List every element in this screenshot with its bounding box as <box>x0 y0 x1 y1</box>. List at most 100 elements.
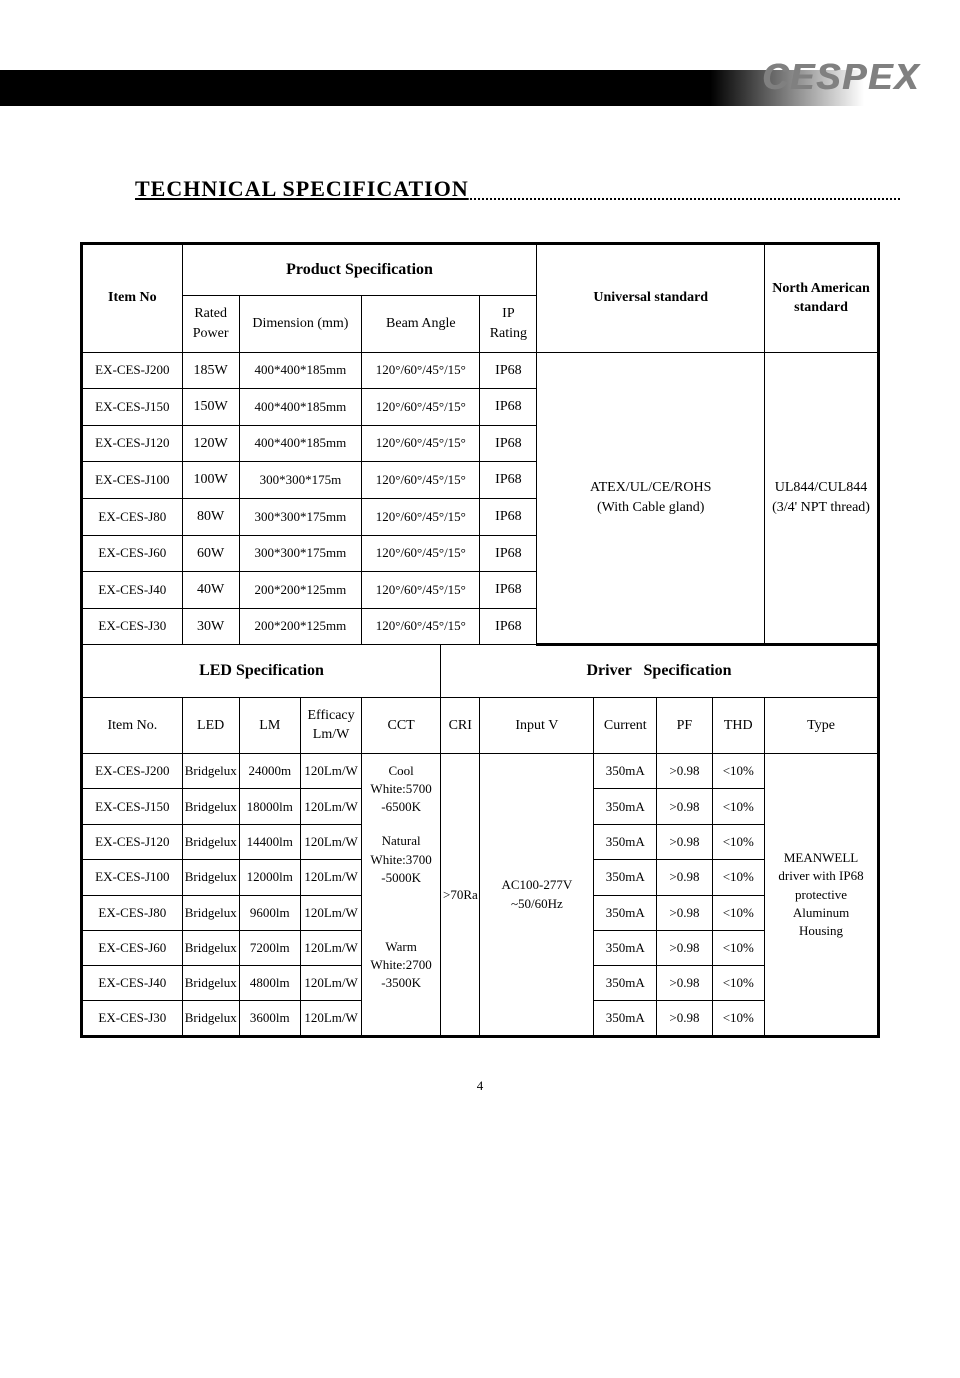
cell-lm: 18000lm <box>239 789 300 825</box>
cell-cri: >70Ra <box>441 753 480 1036</box>
cell-led: Bridgelux <box>182 860 239 895</box>
cell-universal: ATEX/UL/CE/ROHS (With Cable gland) <box>537 352 765 645</box>
hdr2-eff-l1: Efficacy <box>307 708 354 723</box>
cct-l3: -6500K <box>381 799 421 814</box>
cell-eff: 120Lm/W <box>300 860 361 895</box>
hdr-product-spec: Product Specification <box>182 244 537 296</box>
iv-l2: ~50/60Hz <box>511 896 563 911</box>
cell-lm: 12000lm <box>239 860 300 895</box>
type-l5: Housing <box>799 923 843 938</box>
cct-l1: Warm <box>385 939 416 954</box>
logo: CESPEX <box>762 56 920 98</box>
cell-universal-l2: (With Cable gland) <box>597 500 705 515</box>
cct-l3: -5000K <box>381 870 421 885</box>
table-row: EX-CES-J150 <box>82 789 183 825</box>
cell-lm: 9600lm <box>239 895 300 930</box>
cct-l1: Cool <box>388 763 413 778</box>
cell-beam: 120°/60°/45°/15° <box>362 608 480 645</box>
cell-power: 80W <box>182 498 239 535</box>
hdr-beam-angle: Beam Angle <box>362 296 480 352</box>
table-row: EX-CES-J100 <box>82 462 183 499</box>
cell-thd: <10% <box>712 930 765 965</box>
cell-pf: >0.98 <box>657 930 712 965</box>
cell-led: Bridgelux <box>182 895 239 930</box>
cell-ip: IP68 <box>480 608 537 645</box>
hdr2-type: Type <box>765 697 879 753</box>
hdr2-current: Current <box>594 697 657 753</box>
cell-ip: IP68 <box>480 535 537 572</box>
cct-l2: White:2700 <box>370 957 431 972</box>
cell-beam: 120°/60°/45°/15° <box>362 535 480 572</box>
cell-power: 150W <box>182 389 239 426</box>
cell-current: 350mA <box>594 824 657 859</box>
cell-eff: 120Lm/W <box>300 1001 361 1037</box>
cell-dim: 200*200*125mm <box>239 608 362 645</box>
section-title-text: TECHNICAL SPECIFICATION <box>135 176 469 201</box>
cell-current: 350mA <box>594 753 657 789</box>
cct-l1: Natural <box>382 833 421 848</box>
cell-na-l2: (3/4' NPT thread) <box>772 500 870 515</box>
cell-eff: 120Lm/W <box>300 753 361 789</box>
hdr-na-standard: North American standard <box>765 244 879 353</box>
hdr-item-no: Item No <box>82 244 183 353</box>
hdr2-cri: CRI <box>441 697 480 753</box>
cell-power: 120W <box>182 425 239 462</box>
cell-lm: 24000m <box>239 753 300 789</box>
cell-pf: >0.98 <box>657 753 712 789</box>
section-title: TECHNICAL SPECIFICATION <box>135 176 960 202</box>
cell-type: MEANWELL driver with IP68 protective Alu… <box>765 753 879 1036</box>
cell-power: 100W <box>182 462 239 499</box>
cell-ip: IP68 <box>480 462 537 499</box>
cell-beam: 120°/60°/45°/15° <box>362 572 480 609</box>
hdr2-led: LED <box>182 697 239 753</box>
cell-lm: 14400lm <box>239 824 300 859</box>
cell-lm: 4800lm <box>239 965 300 1000</box>
hdr-ip-rating: IP Rating <box>480 296 537 352</box>
cell-beam: 120°/60°/45°/15° <box>362 462 480 499</box>
cell-beam: 120°/60°/45°/15° <box>362 498 480 535</box>
cell-dim: 400*400*185mm <box>239 425 362 462</box>
cell-dim: 300*300*175mm <box>239 535 362 572</box>
cell-dim: 300*300*175mm <box>239 498 362 535</box>
cell-dim: 400*400*185mm <box>239 389 362 426</box>
cell-lm: 7200lm <box>239 930 300 965</box>
table-row: EX-CES-J30 <box>82 608 183 645</box>
table-row: EX-CES-J200 <box>82 753 183 789</box>
cell-led: Bridgelux <box>182 824 239 859</box>
cell-ip: IP68 <box>480 425 537 462</box>
cell-eff: 120Lm/W <box>300 824 361 859</box>
cell-eff: 120Lm/W <box>300 930 361 965</box>
table-row: EX-CES-J120 <box>82 425 183 462</box>
cell-thd: <10% <box>712 789 765 825</box>
table-row: EX-CES-J30 <box>82 1001 183 1037</box>
cell-eff: 120Lm/W <box>300 895 361 930</box>
table-row: EX-CES-J120 <box>82 824 183 859</box>
page-number: 4 <box>0 1078 960 1094</box>
table-row: EX-CES-J40 <box>82 965 183 1000</box>
cell-ip: IP68 <box>480 572 537 609</box>
cell-thd: <10% <box>712 860 765 895</box>
table-row: EX-CES-J80 <box>82 895 183 930</box>
cell-led: Bridgelux <box>182 930 239 965</box>
cell-current: 350mA <box>594 1001 657 1037</box>
cell-dim: 300*300*175m <box>239 462 362 499</box>
cell-power: 185W <box>182 352 239 389</box>
cell-ip: IP68 <box>480 352 537 389</box>
cell-current: 350mA <box>594 895 657 930</box>
cell-na: UL844/CUL844 (3/4' NPT thread) <box>765 352 879 645</box>
hdr2-eff-l2: Lm/W <box>313 727 350 742</box>
table-row: EX-CES-J60 <box>82 535 183 572</box>
cell-power: 40W <box>182 572 239 609</box>
cell-pf: >0.98 <box>657 860 712 895</box>
cct-l2: White:3700 <box>370 852 431 867</box>
cell-dim: 200*200*125mm <box>239 572 362 609</box>
hdr2-cct: CCT <box>362 697 441 753</box>
hdr2-efficacy: Efficacy Lm/W <box>300 697 361 753</box>
cell-cct-warm: Warm White:2700 -3500K <box>362 895 441 1037</box>
cell-ip: IP68 <box>480 389 537 426</box>
hdr2-pf: PF <box>657 697 712 753</box>
cell-led: Bridgelux <box>182 789 239 825</box>
cell-eff: 120Lm/W <box>300 789 361 825</box>
hdr-led-spec: LED Specification <box>82 645 441 697</box>
cct-l2: White:5700 <box>370 781 431 796</box>
